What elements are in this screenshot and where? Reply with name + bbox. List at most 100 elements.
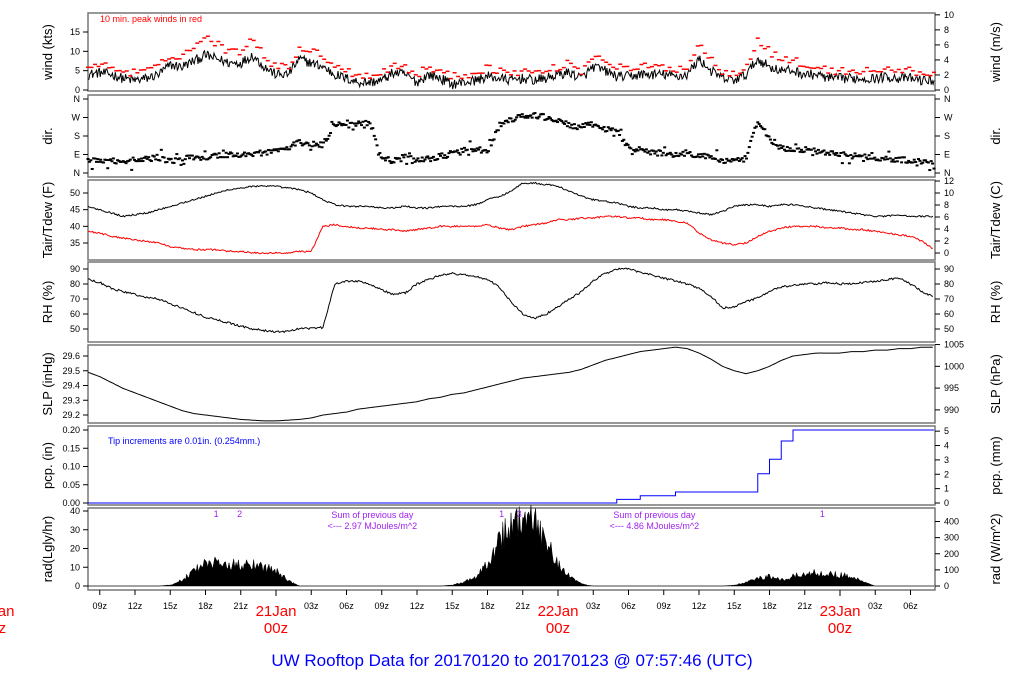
direction-point [268, 149, 271, 151]
peak-wind-mark [717, 69, 721, 71]
direction-point [244, 155, 247, 157]
direction-point [345, 124, 348, 126]
y-tick-label-left: 0.15 [62, 443, 80, 453]
direction-point [222, 150, 225, 152]
direction-point [328, 135, 331, 137]
direction-point [493, 138, 496, 140]
peak-wind-mark [213, 45, 217, 47]
peak-wind-mark [393, 63, 397, 65]
peak-wind-mark [403, 64, 407, 66]
direction-point [619, 129, 622, 131]
direction-point [684, 149, 687, 151]
x-tick-label: 15z [445, 601, 460, 611]
x-tick-label: 21z [515, 601, 530, 611]
peak-wind-mark [231, 48, 235, 50]
peak-wind-mark [587, 61, 591, 63]
direction-point [330, 121, 333, 123]
y-tick-label-right: 80 [944, 279, 954, 289]
direction-point [275, 148, 278, 150]
direction-point [182, 163, 185, 165]
direction-point [893, 161, 896, 163]
y-tick-label-left: 60 [70, 309, 80, 319]
direction-point [360, 124, 363, 126]
peak-wind-mark [706, 57, 710, 59]
peak-wind-mark [273, 62, 277, 64]
peak-wind-mark [738, 73, 742, 75]
direction-point [704, 157, 707, 159]
peak-wind-mark [784, 56, 788, 58]
peak-wind-mark [446, 71, 450, 73]
direction-point [125, 162, 128, 164]
direction-point [411, 162, 414, 164]
peak-wind-mark [812, 68, 816, 70]
direction-point [817, 149, 820, 151]
direction-point [849, 154, 852, 156]
direction-point [170, 158, 173, 160]
peak-wind-mark [664, 70, 668, 72]
direction-point [466, 149, 469, 151]
daily-sum-value: <--- 4.86 MJoules/m^2 [610, 521, 700, 531]
peak-wind-mark [100, 63, 104, 65]
direction-point [636, 149, 639, 151]
y-axis-label-right: wind (m/s) [988, 22, 1003, 83]
peak-wind-mark [340, 68, 344, 70]
direction-point [500, 125, 503, 127]
direction-point [823, 149, 826, 151]
direction-point [175, 153, 178, 155]
peak-wind-mark [149, 67, 153, 69]
peak-wind-mark [333, 66, 337, 68]
direction-point [612, 135, 615, 137]
direction-point [136, 160, 139, 162]
direction-point [745, 158, 748, 160]
direction-point [662, 152, 665, 154]
direction-point [524, 117, 527, 119]
peak-wind-mark [107, 67, 111, 69]
direction-point [477, 149, 480, 151]
direction-point [188, 157, 191, 159]
peak-wind-mark [594, 56, 598, 58]
peak-wind-mark [389, 65, 393, 67]
direction-point [306, 142, 309, 144]
direction-point [290, 145, 293, 147]
direction-point [776, 145, 779, 147]
y-tick-label-left: E [74, 150, 80, 160]
direction-point [94, 158, 97, 160]
direction-point [601, 128, 604, 130]
peak-wind-mark [146, 67, 150, 69]
direction-point [408, 152, 411, 154]
peak-wind-mark [322, 59, 326, 61]
peak-wind-mark [735, 75, 739, 77]
y-axis-label-left: pcp. (in) [40, 442, 55, 489]
direction-point [870, 152, 873, 154]
direction-point [180, 164, 183, 166]
peak-wind-mark [925, 74, 929, 76]
direction-point [799, 151, 802, 153]
direction-point [440, 152, 443, 154]
peak-wind-mark [280, 63, 284, 64]
direction-point [416, 157, 419, 159]
direction-point [347, 126, 350, 128]
direction-point [914, 161, 917, 163]
peak-wind-mark [625, 66, 629, 68]
direction-point [518, 114, 521, 116]
peak-wind-mark [421, 67, 425, 69]
direction-point [742, 161, 745, 163]
direction-point [758, 123, 761, 125]
y-tick-label-left: 5 [75, 66, 80, 76]
y-tick-label-right: S [944, 131, 950, 141]
direction-point [156, 154, 159, 156]
direction-point [903, 156, 906, 158]
x-tick-label: 12z [692, 601, 707, 611]
peak-wind-mark [372, 75, 376, 77]
direction-point [899, 157, 902, 159]
peak-wind-mark [724, 70, 728, 72]
daily-sum-label: Sum of previous day [331, 510, 414, 520]
peak-wind-mark [928, 75, 932, 77]
peak-wind-mark [121, 71, 125, 73]
direction-point [467, 154, 470, 156]
peak-wind-mark [551, 64, 555, 66]
direction-point [652, 150, 655, 152]
y-tick-label-left: 0.10 [62, 462, 80, 472]
peak-wind-mark [565, 60, 569, 62]
peak-wind-mark [636, 68, 640, 70]
